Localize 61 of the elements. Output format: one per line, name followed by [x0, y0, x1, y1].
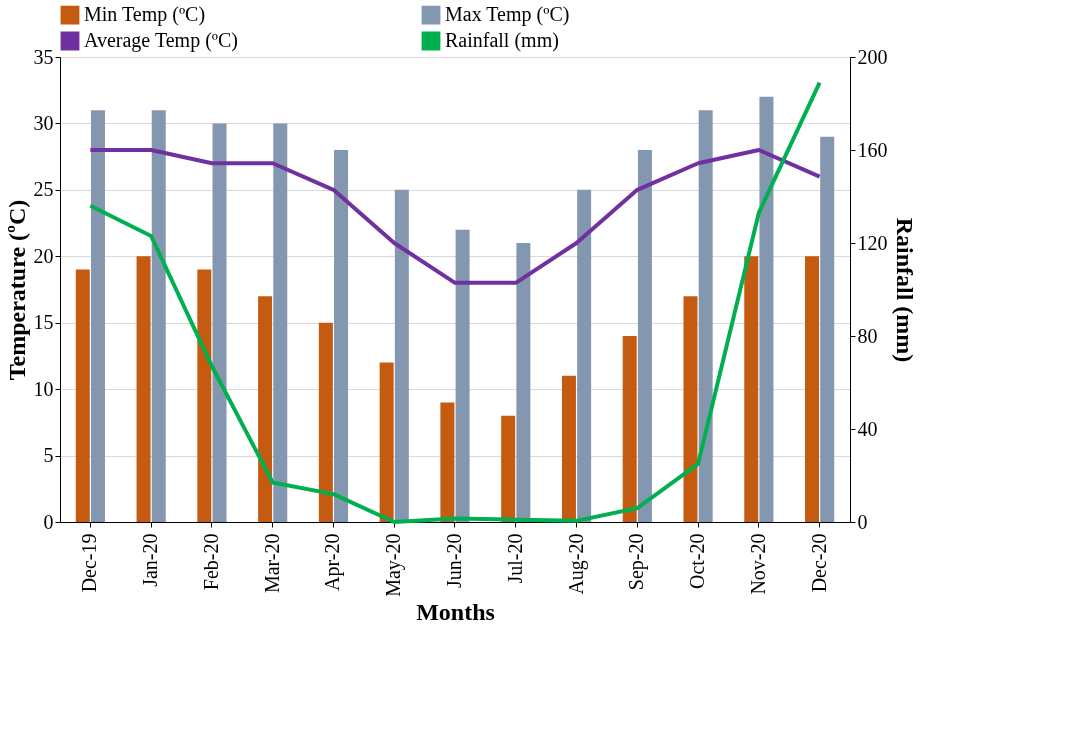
bar	[440, 402, 455, 522]
bar	[820, 136, 835, 522]
y-tick-label: 20	[33, 244, 54, 267]
x-tick-label: Dec-19	[78, 533, 101, 593]
y-tick-label: 0	[43, 510, 54, 533]
y-tick-label: 30	[33, 111, 54, 134]
bar	[622, 336, 637, 522]
bar	[744, 256, 759, 522]
bar	[501, 415, 516, 522]
bar	[151, 110, 166, 522]
x-tick-label: Sep-20	[625, 533, 649, 591]
bar	[394, 189, 409, 522]
x-tick-label: Dec-20	[807, 533, 830, 593]
bar	[805, 256, 820, 522]
y2-tick-label: 200	[857, 45, 888, 68]
legend-label: Average Temp (ºC)	[84, 29, 239, 52]
y2-tick-label: 0	[857, 510, 868, 533]
legend-label: Rainfall (mm)	[445, 29, 559, 52]
bar	[273, 123, 288, 522]
y-tick-label: 15	[33, 311, 54, 334]
bar	[683, 296, 698, 522]
y-tick-label: 25	[33, 178, 54, 201]
y2-tick-label: 40	[857, 417, 878, 440]
x-tick-label: Jul-20	[503, 533, 526, 584]
x-tick-label: Feb-20	[199, 533, 222, 591]
line-series	[88, 80, 822, 524]
bar	[379, 362, 394, 522]
bar	[561, 375, 576, 522]
bar	[212, 123, 227, 522]
x-axis-title: Months	[416, 598, 495, 625]
x-tick-label: Apr-20	[321, 533, 345, 591]
bar	[577, 189, 592, 522]
legend-label: Max Temp (ºC)	[445, 3, 570, 27]
x-tick-label: Jun-20	[443, 533, 465, 588]
bar	[258, 296, 273, 522]
x-tick-label: Jan-20	[139, 533, 162, 587]
y-tick-label: 10	[33, 377, 54, 400]
bar	[90, 110, 105, 522]
bar	[197, 269, 212, 522]
y2-tick-label: 160	[857, 138, 888, 161]
bar	[637, 150, 652, 522]
y-tick-label: 5	[43, 444, 54, 467]
y2-tick-label: 120	[857, 231, 888, 254]
bar	[136, 256, 151, 522]
line-series	[88, 148, 822, 285]
x-tick-label: Mar-20	[260, 533, 283, 594]
x-tick-label: Aug-20	[564, 533, 588, 595]
bar	[75, 269, 90, 522]
bar	[455, 229, 470, 522]
y2-axis-title: Rainfall (mm)	[891, 217, 918, 363]
y2-tick-label: 80	[857, 324, 878, 347]
x-tick-label: Oct-20	[686, 533, 709, 590]
bar	[334, 150, 349, 522]
y-axis-title: Temperature (ºC)	[3, 199, 30, 381]
x-tick-label: May-20	[382, 533, 406, 597]
x-tick-label: Nov-20	[746, 533, 769, 595]
bar	[759, 96, 774, 522]
legend-label: Min Temp (ºC)	[84, 3, 206, 27]
bar	[698, 110, 713, 522]
bar	[318, 322, 333, 522]
y-tick-label: 35	[33, 45, 54, 68]
